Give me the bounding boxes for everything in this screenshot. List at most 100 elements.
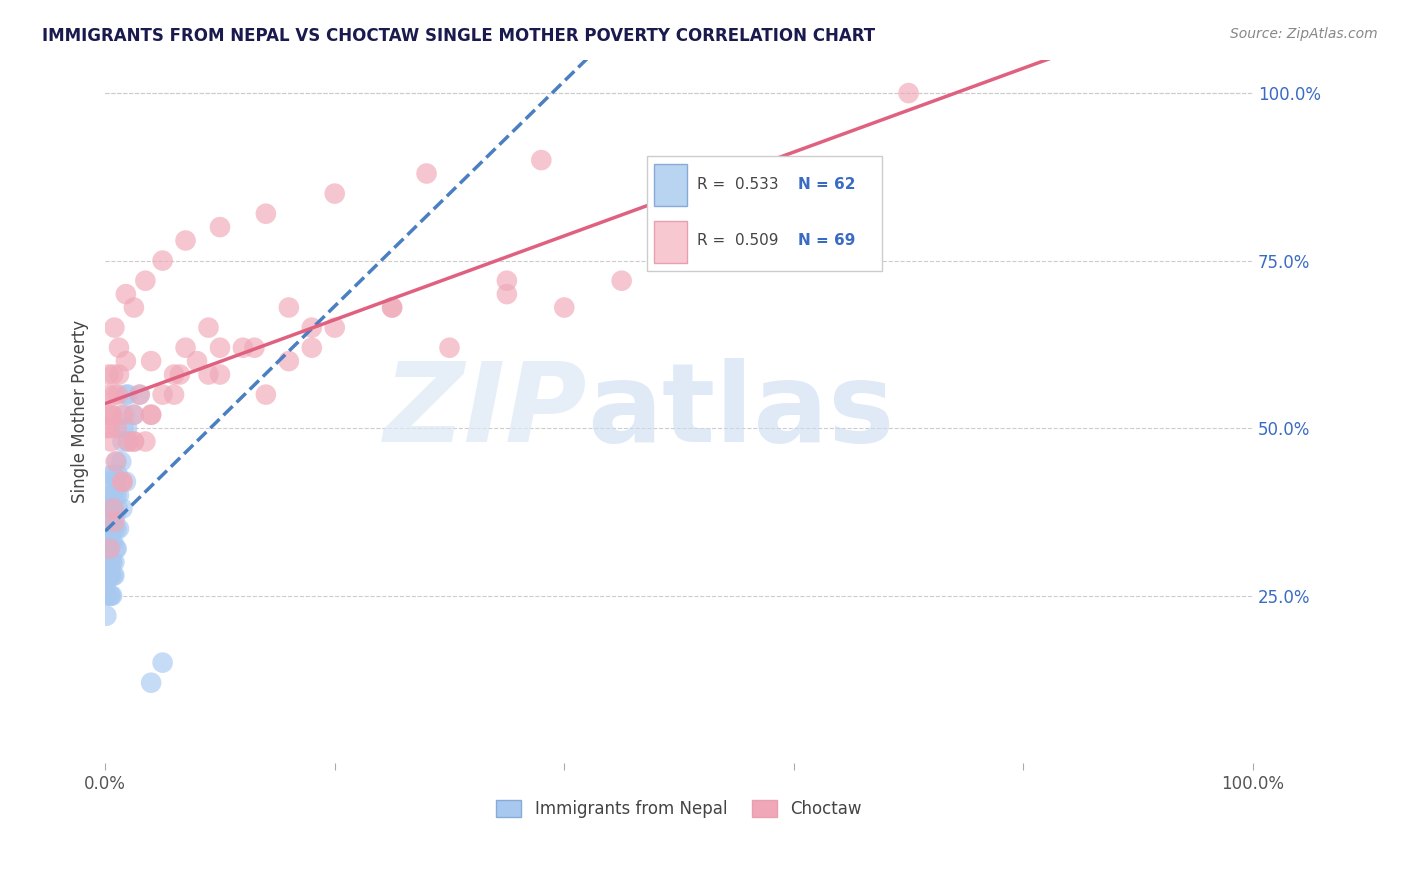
Point <box>105 455 128 469</box>
Legend: Immigrants from Nepal, Choctaw: Immigrants from Nepal, Choctaw <box>489 794 869 825</box>
Point <box>98 488 121 502</box>
Point <box>152 656 174 670</box>
Point <box>103 320 125 334</box>
Point <box>101 408 124 422</box>
FancyBboxPatch shape <box>647 156 882 270</box>
Point <box>103 488 125 502</box>
Point <box>668 253 690 268</box>
Point <box>96 589 118 603</box>
Point <box>134 274 156 288</box>
Point <box>97 568 120 582</box>
Point <box>96 555 118 569</box>
Point <box>139 675 162 690</box>
Point <box>98 589 121 603</box>
Point <box>139 408 162 422</box>
Point <box>97 501 120 516</box>
Point <box>103 522 125 536</box>
Point <box>254 387 277 401</box>
Point <box>100 501 122 516</box>
Point <box>174 341 197 355</box>
Point <box>96 608 118 623</box>
Point <box>439 341 461 355</box>
Point <box>496 274 519 288</box>
Point <box>110 455 132 469</box>
Text: Source: ZipAtlas.com: Source: ZipAtlas.com <box>1230 27 1378 41</box>
Point <box>122 434 145 449</box>
Text: R =  0.533: R = 0.533 <box>697 178 779 193</box>
Text: atlas: atlas <box>588 358 894 465</box>
Point <box>208 341 231 355</box>
Point <box>103 555 125 569</box>
Point <box>381 301 404 315</box>
Point <box>103 387 125 401</box>
Point <box>100 535 122 549</box>
Point <box>117 434 139 449</box>
Point <box>108 488 131 502</box>
Point <box>97 368 120 382</box>
Point <box>100 468 122 483</box>
Point <box>163 387 186 401</box>
Point <box>323 320 346 334</box>
Point <box>117 387 139 401</box>
Point <box>96 421 118 435</box>
Point <box>98 522 121 536</box>
Point <box>381 301 404 315</box>
Text: R =  0.509: R = 0.509 <box>697 234 779 249</box>
Point <box>111 501 134 516</box>
Point <box>98 421 121 435</box>
Point <box>186 354 208 368</box>
Point <box>115 287 138 301</box>
Point <box>100 434 122 449</box>
Point <box>197 368 219 382</box>
Point <box>122 434 145 449</box>
Point <box>103 568 125 582</box>
FancyBboxPatch shape <box>654 164 688 206</box>
Point <box>243 341 266 355</box>
Point <box>111 475 134 489</box>
Point <box>197 320 219 334</box>
Point <box>415 167 437 181</box>
Point <box>104 475 127 489</box>
Point <box>98 541 121 556</box>
Point <box>107 468 129 483</box>
Point <box>111 434 134 449</box>
Text: N = 62: N = 62 <box>797 178 855 193</box>
Point <box>169 368 191 382</box>
Point <box>301 341 323 355</box>
Point <box>128 387 150 401</box>
Point <box>103 515 125 529</box>
Point <box>105 421 128 435</box>
Point <box>101 589 124 603</box>
FancyBboxPatch shape <box>654 220 688 262</box>
Point <box>96 501 118 516</box>
Point <box>97 535 120 549</box>
Point <box>553 301 575 315</box>
Point <box>108 341 131 355</box>
Text: IMMIGRANTS FROM NEPAL VS CHOCTAW SINGLE MOTHER POVERTY CORRELATION CHART: IMMIGRANTS FROM NEPAL VS CHOCTAW SINGLE … <box>42 27 876 45</box>
Point <box>115 387 138 401</box>
Point <box>117 434 139 449</box>
Point <box>96 522 118 536</box>
Point <box>96 568 118 582</box>
Point <box>96 541 118 556</box>
Point <box>101 555 124 569</box>
Point <box>323 186 346 201</box>
Point <box>107 501 129 516</box>
Point <box>103 468 125 483</box>
Point <box>122 408 145 422</box>
Point <box>111 475 134 489</box>
Point <box>163 368 186 382</box>
Point <box>122 408 145 422</box>
Point <box>174 234 197 248</box>
Point <box>98 568 121 582</box>
Point <box>103 501 125 516</box>
Point <box>105 522 128 536</box>
Point <box>152 253 174 268</box>
Point <box>107 387 129 401</box>
Point <box>152 387 174 401</box>
Text: N = 69: N = 69 <box>797 234 855 249</box>
Point <box>254 207 277 221</box>
Point <box>105 488 128 502</box>
Point <box>108 522 131 536</box>
Point <box>104 541 127 556</box>
